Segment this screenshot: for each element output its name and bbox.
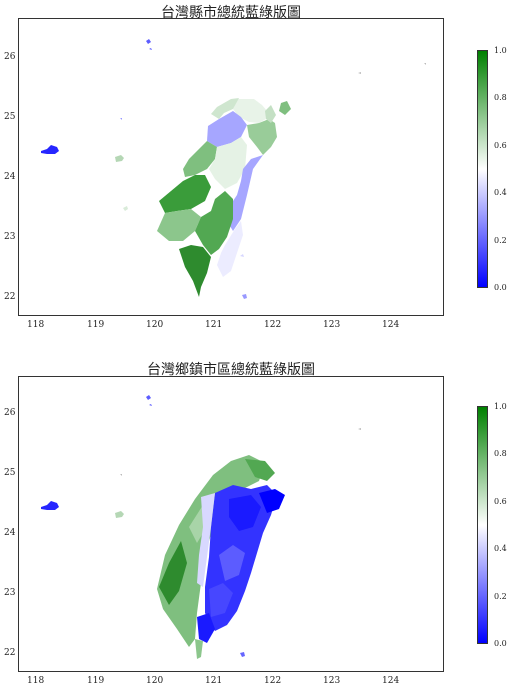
map1-geo <box>41 39 426 299</box>
map1-x-tick: 119 <box>87 320 105 330</box>
map1-colorbar-tick: 1.0 <box>494 46 507 55</box>
map2-y-tick: 26 <box>4 408 16 418</box>
map2-y-tick: 23 <box>4 588 16 598</box>
map1-colorbar-tick: 0.8 <box>494 93 507 102</box>
map2-colorbar-tick: 0.0 <box>494 639 507 648</box>
map1-y-tick: 24 <box>4 172 16 182</box>
map2-x-tick: 123 <box>323 676 341 686</box>
map2-frame <box>18 376 444 672</box>
map2-x-tick: 124 <box>382 676 400 686</box>
map1-y-tick: 25 <box>4 112 16 122</box>
map1-x-tick: 122 <box>264 320 282 330</box>
map2-title: 台灣鄉鎮市區總統藍綠版圖 <box>147 362 315 378</box>
map2-colorbar-tick: 0.6 <box>494 497 507 506</box>
map1-x-tick: 124 <box>382 320 400 330</box>
map1-x-tick: 121 <box>205 320 223 330</box>
map1-y-tick: 22 <box>4 292 16 302</box>
map2-colorbar-tick: 0.2 <box>494 592 507 601</box>
map1-x-tick: 118 <box>27 320 45 330</box>
map1-frame <box>18 18 444 316</box>
map2-x-tick: 122 <box>264 676 282 686</box>
map2-colorbar-tick: 0.8 <box>494 449 507 458</box>
map2-y-tick: 22 <box>4 648 16 658</box>
map2-colorbar-tick: 0.4 <box>494 544 507 553</box>
map2-y-tick: 25 <box>4 468 16 478</box>
map1-x-tick: 120 <box>146 320 164 330</box>
map1-y-tick: 23 <box>4 232 16 242</box>
map2-x-tick: 120 <box>146 676 164 686</box>
map1-title: 台灣縣市總統藍綠版圖 <box>161 5 301 21</box>
map1-colorbar-tick: 0.0 <box>494 283 507 292</box>
map1-y-tick: 26 <box>4 52 16 62</box>
map1-colorbar-tick: 0.6 <box>494 141 507 150</box>
map2-y-tick: 24 <box>4 528 16 538</box>
map1-colorbar-tick: 0.4 <box>494 188 507 197</box>
map1-colorbar-tick: 0.2 <box>494 236 507 245</box>
map2-x-tick: 118 <box>27 676 45 686</box>
map1-x-tick: 123 <box>323 320 341 330</box>
map2-colorbar <box>477 406 488 644</box>
map2-colorbar-tick: 1.0 <box>494 402 507 411</box>
map2-x-tick: 121 <box>205 676 223 686</box>
map2-x-tick: 119 <box>87 676 105 686</box>
map2-geo <box>41 395 361 659</box>
map1-colorbar <box>477 50 488 288</box>
